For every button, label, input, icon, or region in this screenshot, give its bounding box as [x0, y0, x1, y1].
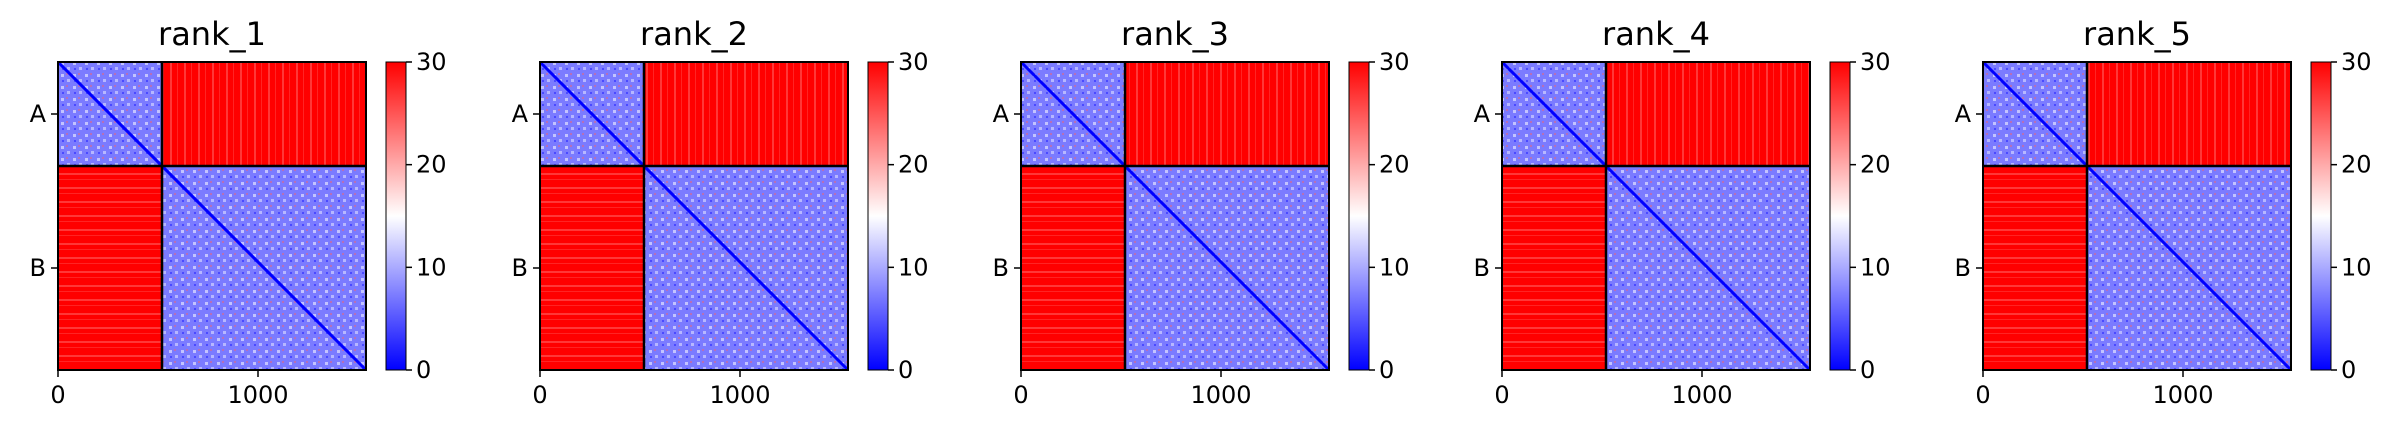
x-tick-label: 1000: [1190, 381, 1251, 409]
y-tick-label: B: [1474, 254, 1490, 282]
colorbar-tick-label: 0: [898, 356, 913, 384]
y-tick-label: B: [1955, 254, 1971, 282]
colorbar-tick-label: 30: [1379, 48, 1410, 76]
colorbar-tick-label: 10: [898, 253, 929, 281]
block-texture: [1983, 166, 2087, 370]
block-texture: [58, 166, 162, 370]
block-texture: [1606, 62, 1810, 166]
heatmap-panel-1: rank_1 A B 0 1000 0 10 20 30: [30, 15, 447, 409]
y-tick-label: B: [512, 254, 528, 282]
block-texture: [644, 62, 848, 166]
x-tick-label: 0: [1975, 381, 1990, 409]
y-tick-label: A: [1955, 100, 1972, 128]
colorbar-tick-label: 0: [1379, 356, 1394, 384]
y-tick-label: A: [993, 100, 1010, 128]
panel-title: rank_3: [1121, 15, 1229, 53]
x-tick-label: 1000: [2152, 381, 2213, 409]
x-tick-label: 1000: [1671, 381, 1732, 409]
x-tick-label: 0: [1013, 381, 1028, 409]
block-texture: [1021, 166, 1125, 370]
colorbar-tick-label: 20: [2341, 151, 2372, 179]
colorbar-tick-label: 30: [416, 48, 447, 76]
x-tick-label: 1000: [709, 381, 770, 409]
block-texture: [2087, 62, 2291, 166]
y-tick-label: B: [993, 254, 1009, 282]
x-tick-label: 1000: [227, 381, 288, 409]
heatmap-frame: [57, 61, 367, 371]
block-texture: [540, 166, 644, 370]
colorbar-tick-label: 20: [416, 151, 447, 179]
colorbar-tick-label: 0: [1860, 356, 1875, 384]
block-texture: [1125, 62, 1329, 166]
x-tick-label: 0: [50, 381, 65, 409]
x-tick-label: 0: [1494, 381, 1509, 409]
colorbar-tick-label: 10: [416, 253, 447, 281]
colorbar-tick-label: 30: [898, 48, 929, 76]
y-tick-label: A: [30, 100, 47, 128]
colorbar-tick-label: 20: [1860, 151, 1891, 179]
heatmap-panel-2: rank_2 A B 0 1000 0 10 20 30: [512, 15, 929, 409]
heatmap-frame: [1020, 61, 1330, 371]
colorbar-tick-label: 0: [416, 356, 431, 384]
diagonal-line: [1981, 60, 2293, 372]
x-tick-label: 0: [532, 381, 547, 409]
colorbar: [1348, 61, 1370, 371]
diagonal-line: [1019, 60, 1331, 372]
colorbar-tick-label: 10: [2341, 253, 2372, 281]
colorbar: [867, 61, 889, 371]
panel-title: rank_4: [1602, 15, 1710, 53]
colorbar-tick-label: 10: [1860, 253, 1891, 281]
colorbar-tick-label: 30: [2341, 48, 2372, 76]
y-tick-label: A: [1474, 100, 1491, 128]
colorbar-tick-label: 10: [1379, 253, 1410, 281]
y-tick-label: B: [30, 254, 46, 282]
heatmap-panel-5: rank_5 A B 0 1000 0 10 20 30: [1955, 15, 2372, 409]
block-texture: [162, 62, 366, 166]
panel-title: rank_5: [2083, 15, 2191, 53]
colorbar-tick-label: 20: [1379, 151, 1410, 179]
diagonal-line: [538, 60, 850, 372]
colorbar: [385, 61, 407, 371]
colorbar-tick-label: 0: [2341, 356, 2356, 384]
diagonal-line: [1500, 60, 1812, 372]
heatmap-frame: [1501, 61, 1811, 371]
colorbar: [1829, 61, 1851, 371]
colorbar-tick-label: 20: [898, 151, 929, 179]
heatmap-frame: [539, 61, 849, 371]
block-texture: [1502, 166, 1606, 370]
diagonal-line: [56, 60, 368, 372]
y-tick-label: A: [512, 100, 529, 128]
heatmap-panel-4: rank_4 A B 0 1000 0 10 20 30: [1474, 15, 1891, 409]
panel-title: rank_1: [158, 15, 266, 53]
heatmap-frame: [1982, 61, 2292, 371]
heatmap-panel-3: rank_3 A B 0 1000 0 10 20 30: [993, 15, 1410, 409]
colorbar-tick-label: 30: [1860, 48, 1891, 76]
panel-title: rank_2: [640, 15, 748, 53]
colorbar: [2310, 61, 2332, 371]
